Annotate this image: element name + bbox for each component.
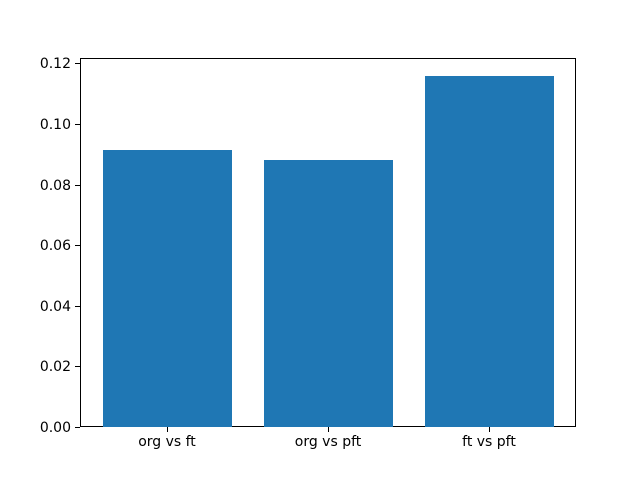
- x-tick-label: org vs pft: [294, 434, 362, 450]
- bar-ft-vs-pft: [425, 76, 554, 427]
- x-tick-label: ft vs pft: [462, 434, 516, 450]
- y-tick-label: 0.06: [39, 238, 71, 254]
- y-tick-label: 0.00: [39, 420, 71, 436]
- bar-org-vs-ft: [103, 150, 232, 427]
- y-tick-mark: [75, 124, 80, 125]
- x-tick-mark: [328, 427, 329, 432]
- x-tick-label: org vs ft: [138, 434, 196, 450]
- y-tick-mark: [75, 63, 80, 64]
- y-tick-mark: [75, 366, 80, 367]
- y-tick-label: 0.12: [39, 56, 71, 72]
- y-tick-label: 0.10: [39, 117, 71, 133]
- x-tick-mark: [167, 427, 168, 432]
- y-tick-mark: [75, 245, 80, 246]
- y-tick-mark: [75, 306, 80, 307]
- y-tick-label: 0.02: [39, 359, 71, 375]
- y-tick-label: 0.04: [39, 299, 71, 315]
- y-tick-label: 0.08: [39, 178, 71, 194]
- bar-org-vs-pft: [264, 160, 393, 427]
- y-tick-mark: [75, 427, 80, 428]
- x-tick-mark: [489, 427, 490, 432]
- y-tick-mark: [75, 185, 80, 186]
